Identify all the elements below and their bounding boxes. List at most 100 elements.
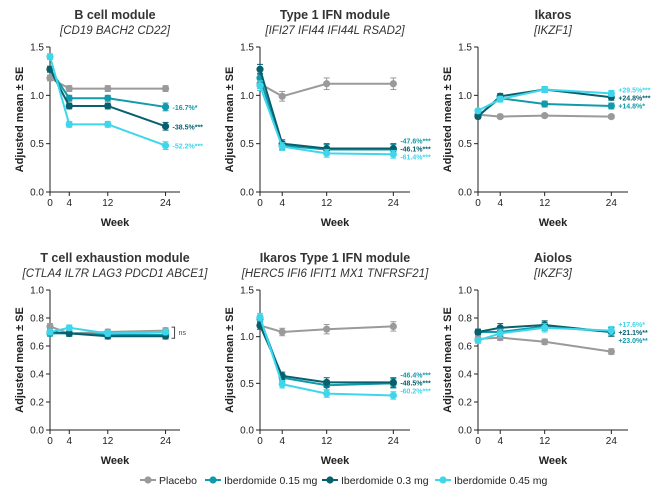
series-iber_045 xyxy=(474,85,615,115)
x-tick-label: 24 xyxy=(388,436,400,447)
annotation-iber_03: -46.1%*** xyxy=(400,147,431,154)
legend-label: Iberdomide 0.45 mg xyxy=(454,475,548,487)
significance-label: ns xyxy=(179,330,187,337)
data-point xyxy=(607,348,615,356)
data-point xyxy=(65,324,73,332)
series-line xyxy=(477,88,612,112)
legend-marker xyxy=(439,476,447,484)
legend-label: Placebo xyxy=(159,475,197,487)
x-tick-label: 24 xyxy=(388,198,400,209)
y-tick-label: 0.5 xyxy=(30,139,44,150)
x-axis-label: Week xyxy=(539,217,568,229)
x-axis-label: Week xyxy=(321,217,350,229)
series-line xyxy=(49,68,166,108)
series-line xyxy=(49,331,166,338)
x-tick-label: 12 xyxy=(539,198,551,209)
annotation-iber_03: +24.8%*** xyxy=(618,95,650,102)
legend-marker xyxy=(144,476,152,484)
data-point xyxy=(65,102,73,110)
x-axis-label: Week xyxy=(321,455,350,467)
legend-label: Iberdomide 0.3 mg xyxy=(341,475,429,487)
series-line xyxy=(259,85,394,156)
data-point xyxy=(474,336,482,344)
chart-panel-3: Ikaros [IKZF1] 0.0 0.5 1.0 1.5 0 4 12 24 Week Adjus… xyxy=(442,8,651,229)
data-point xyxy=(104,94,112,102)
data-point xyxy=(474,107,482,115)
chart-subtitle: [IKZF3] xyxy=(533,268,573,280)
data-point xyxy=(389,378,397,386)
data-point xyxy=(496,95,504,103)
y-axis-label: Adjusted mean ± SE xyxy=(224,67,236,173)
data-point xyxy=(541,324,549,332)
x-tick-label: 0 xyxy=(47,198,53,209)
x-tick-label: 4 xyxy=(279,436,285,447)
data-point xyxy=(541,100,549,108)
data-point xyxy=(65,94,73,102)
y-tick-label: 1.0 xyxy=(240,332,254,343)
data-point xyxy=(323,378,331,386)
series-iber_045 xyxy=(256,80,397,159)
data-point xyxy=(256,82,264,90)
series-placebo xyxy=(474,111,615,121)
y-tick-label: 1.5 xyxy=(30,43,44,54)
data-point xyxy=(474,113,482,121)
series-line xyxy=(259,324,394,334)
annotation-iber_045: +29.5%*** xyxy=(618,87,650,94)
legend-marker xyxy=(326,476,334,484)
y-tick-label: 0.4 xyxy=(30,370,44,381)
series-placebo xyxy=(474,334,615,356)
data-point xyxy=(161,103,170,111)
x-tick-label: 12 xyxy=(321,198,333,209)
annotation-iber_045: +17.6%* xyxy=(618,322,645,329)
x-tick-label: 4 xyxy=(279,198,285,209)
annotation-iber_045: -61.4%*** xyxy=(400,155,431,162)
data-point xyxy=(46,328,54,336)
legend-label: Iberdomide 0.15 mg xyxy=(224,475,318,487)
series-iber_045 xyxy=(46,324,170,337)
data-point xyxy=(323,325,331,333)
series-line xyxy=(259,68,394,150)
chart-subtitle: [CTLA4 IL7R LAG3 PDCD1 ABCE1] xyxy=(22,268,209,280)
data-point xyxy=(161,142,170,150)
x-tick-label: 0 xyxy=(475,436,481,447)
legend-item-placebo: Placebo xyxy=(140,475,197,487)
series-line xyxy=(477,336,612,353)
x-tick-label: 4 xyxy=(66,198,72,209)
data-point xyxy=(46,65,54,73)
series-iber_045 xyxy=(474,323,615,344)
x-axis-label: Week xyxy=(539,455,568,467)
y-tick-label: 1.0 xyxy=(458,91,472,102)
series-line xyxy=(477,326,612,342)
y-tick-label: 0.6 xyxy=(458,342,472,353)
chart-subtitle: [IFI27 IFI44 IFI44L RSAD2] xyxy=(264,25,405,37)
data-point xyxy=(65,120,73,128)
x-tick-label: 12 xyxy=(539,436,551,447)
y-tick-label: 0.8 xyxy=(30,314,44,325)
chart-panel-1: B cell module [CD19 BACH2 CD22] 0.0 0.5 1.0 1… xyxy=(14,8,203,229)
data-point xyxy=(607,102,615,110)
data-point xyxy=(323,80,331,88)
x-tick-label: 4 xyxy=(497,198,503,209)
data-point xyxy=(607,327,615,335)
data-point xyxy=(256,313,264,321)
data-point xyxy=(161,122,170,130)
x-tick-label: 0 xyxy=(475,198,481,209)
y-axis-label: Adjusted mean ± SE xyxy=(442,67,454,173)
y-tick-label: 0.0 xyxy=(458,188,472,199)
annotation-iber_045: -52.2%*** xyxy=(173,144,204,151)
chart-panel-6: Aiolos [IKZF3] 0.0 0.2 0.4 0.6 0.8 1.0 0 4 12 24 Wee… xyxy=(442,251,648,467)
chart-title: Ikaros Type 1 IFN module xyxy=(260,251,411,265)
y-tick-label: 0.4 xyxy=(458,370,472,381)
annotation-iber_015: +14.8%* xyxy=(618,103,645,110)
x-tick-label: 24 xyxy=(160,198,172,209)
data-point xyxy=(104,84,112,93)
x-tick-label: 12 xyxy=(102,198,114,209)
data-point xyxy=(65,329,73,337)
data-point xyxy=(541,85,549,94)
data-point xyxy=(323,149,331,157)
data-point xyxy=(389,322,397,330)
chart-title: B cell module xyxy=(74,8,155,22)
y-axis-label: Adjusted mean ± SE xyxy=(14,307,26,413)
annotation-iber_03: -38.5%*** xyxy=(173,124,204,131)
data-point xyxy=(541,112,549,120)
